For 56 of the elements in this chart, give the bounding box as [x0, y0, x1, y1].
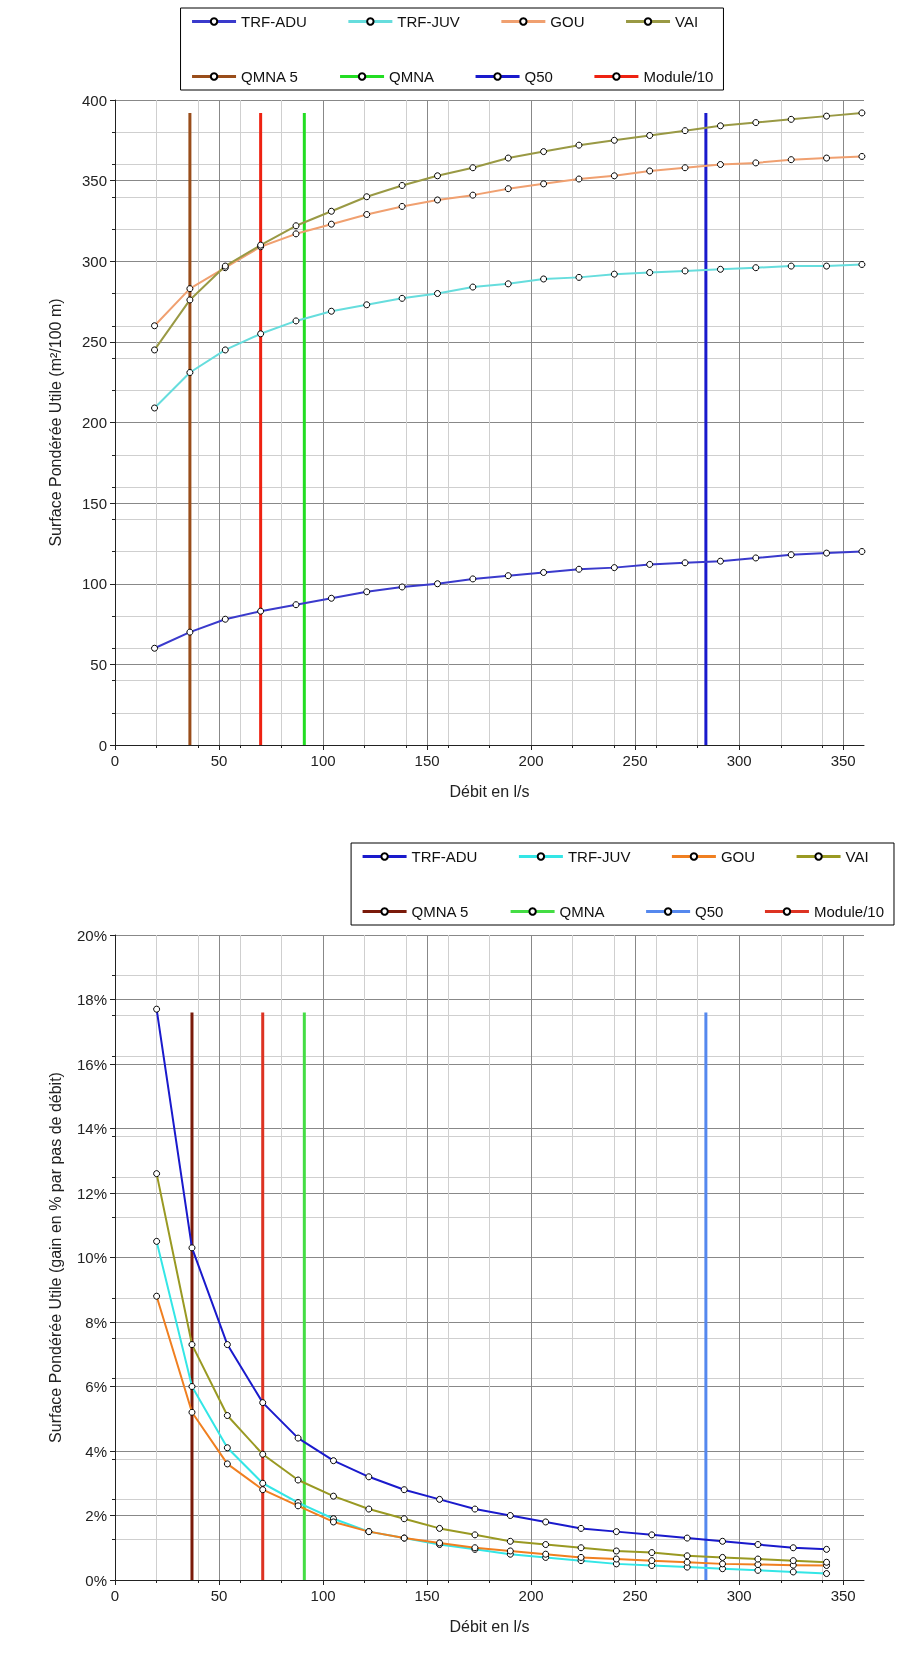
x-tick-label: 300	[726, 752, 752, 769]
legend-label: GOU	[720, 848, 756, 865]
y-tick-label: 300	[81, 252, 107, 270]
legend-label: VAI	[675, 13, 699, 30]
legend-label: QMNA	[389, 68, 435, 85]
x-tick-label: 50	[210, 1587, 228, 1604]
y-tick-label: 6%	[85, 1378, 107, 1395]
legend-label: GOU	[550, 13, 585, 30]
y-tick-label: 2%	[85, 1507, 107, 1524]
x-tick-label: 200	[518, 752, 544, 769]
x-tick-label: 200	[518, 1587, 544, 1604]
y-tick-label: 350	[81, 172, 107, 190]
y-tick-label: 18%	[76, 991, 107, 1008]
x-tick-label: 350	[830, 752, 856, 769]
x-tick-label: 300	[726, 1587, 752, 1604]
legend-label: QMNA	[559, 903, 605, 920]
legend-label: QMNA 5	[411, 903, 469, 920]
x-tick-label: 100	[310, 752, 336, 769]
y-tick-label: 0%	[85, 1571, 107, 1589]
legend-label: Q50	[695, 903, 724, 920]
y-tick-label: 100	[81, 575, 107, 593]
legend-label: QMNA 5	[241, 68, 298, 85]
y-tick-label: 150	[81, 494, 107, 512]
legend-label: TRF-ADU	[411, 848, 478, 865]
x-axis-title: Débit en l/s	[449, 1617, 530, 1635]
x-tick-label: 0	[110, 752, 120, 769]
y-axis-title: Surface Pondérée Utile (gain en % par pas de débit)	[46, 1072, 64, 1443]
legend-label: Module/10	[813, 903, 885, 920]
y-tick-label: 12%	[76, 1184, 107, 1202]
y-tick-label: 50	[90, 655, 107, 673]
legend-label: VAI	[845, 848, 869, 865]
legend-label: Module/10	[643, 68, 714, 85]
x-tick-label: 50	[210, 752, 228, 769]
y-tick-label: 16%	[76, 1055, 107, 1073]
y-tick-label: 0	[98, 736, 107, 754]
y-tick-label: 8%	[85, 1313, 107, 1331]
y-tick-label: 400	[81, 91, 107, 109]
x-axis-title: Débit en l/s	[449, 782, 530, 800]
x-tick-label: 250	[622, 752, 648, 769]
legend-label: TRF-ADU	[241, 13, 307, 30]
y-tick-label: 20%	[76, 926, 107, 944]
legend-label: TRF-JUV	[567, 848, 631, 865]
legend-label: Q50	[524, 68, 553, 85]
y-axis-title: Surface Pondérée Utile (m²/100 m)	[46, 298, 64, 547]
y-tick-label: 200	[81, 414, 107, 431]
y-tick-label: 4%	[85, 1442, 107, 1460]
y-tick-label: 14%	[76, 1120, 107, 1137]
y-tick-label: 250	[81, 333, 107, 351]
x-tick-label: 250	[622, 1587, 648, 1604]
x-tick-label: 100	[310, 1587, 336, 1604]
x-tick-label: 150	[414, 1587, 440, 1604]
y-tick-label: 10%	[76, 1249, 107, 1266]
x-tick-label: 350	[830, 1587, 856, 1604]
x-tick-label: 0	[110, 1587, 120, 1604]
x-tick-label: 150	[414, 752, 440, 769]
legend-label: TRF-JUV	[397, 13, 460, 30]
